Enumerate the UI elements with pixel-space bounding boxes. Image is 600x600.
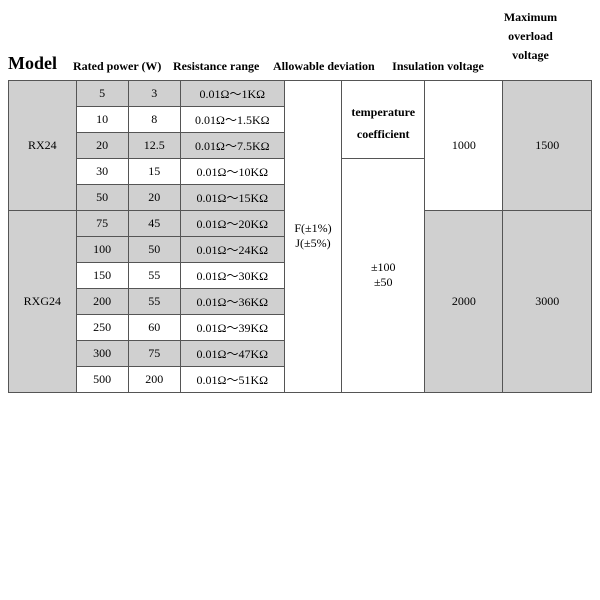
model-cell: RX24 bbox=[9, 80, 77, 210]
temp-coef-label: temperature coefficient bbox=[342, 80, 425, 158]
max-overload-header: Maximum overload voltage bbox=[488, 8, 573, 76]
rx24-max-overload: 1500 bbox=[503, 80, 592, 210]
rated-power-header: Rated power (W) bbox=[73, 59, 173, 76]
allowable-deviation-header: Allowable deviation bbox=[273, 59, 388, 76]
insulation-voltage-header: Insulation voltage bbox=[388, 59, 488, 76]
model-header: Model bbox=[8, 53, 73, 76]
table-row: RX24 5 3 0.01Ω～1KΩ F(±1%) J(±5%) tempera… bbox=[9, 80, 592, 106]
rx24-insulation: 1000 bbox=[425, 80, 503, 210]
column-headers: Model Rated power (W) Resistance range A… bbox=[8, 8, 592, 76]
model-cell: RXG24 bbox=[9, 210, 77, 392]
spec-table: RX24 5 3 0.01Ω～1KΩ F(±1%) J(±5%) tempera… bbox=[8, 80, 592, 393]
deviation-cell: F(±1%) J(±5%) bbox=[284, 80, 341, 392]
resistance-range-header: Resistance range bbox=[173, 59, 273, 76]
temp-coef-values: ±100 ±50 bbox=[342, 158, 425, 392]
rxg24-max-overload: 3000 bbox=[503, 210, 592, 392]
rxg24-insulation: 2000 bbox=[425, 210, 503, 392]
